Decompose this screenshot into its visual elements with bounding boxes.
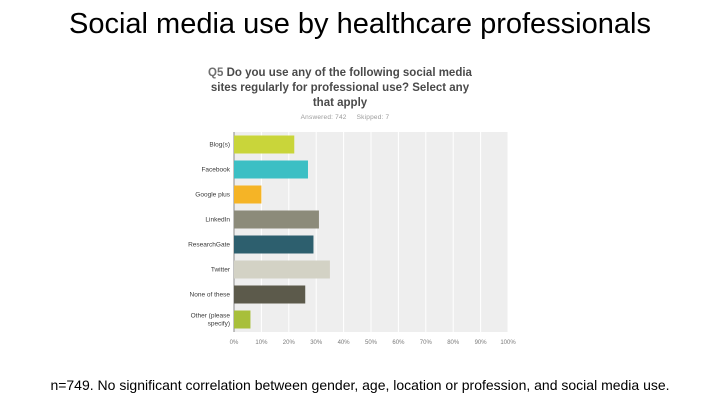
bar [234, 310, 251, 329]
category-label: Twitter [211, 267, 231, 274]
bar [234, 210, 319, 229]
category-label: Google plus [195, 192, 230, 199]
x-tick-label: 30% [310, 340, 323, 346]
bar [234, 185, 262, 204]
response-counts: Answered: 742 Skipped: 7 [250, 114, 440, 121]
x-tick-label: 10% [255, 340, 268, 346]
bar [234, 260, 330, 279]
category-label: None of these [190, 292, 231, 299]
skipped-count: Skipped: 7 [356, 114, 390, 121]
bar [234, 235, 314, 254]
category-label: Blog(s) [209, 142, 230, 149]
x-tick-label: 100% [500, 340, 516, 346]
x-tick-label: 60% [392, 340, 405, 346]
x-tick-label: 80% [447, 340, 460, 346]
category-label: Facebook [201, 167, 230, 174]
category-label: LinkedIn [205, 217, 230, 224]
bar [234, 135, 295, 154]
bar [234, 160, 308, 179]
bar [234, 285, 306, 304]
x-tick-label: 90% [475, 340, 488, 346]
question-text: Do you use any of the following social m… [210, 67, 472, 109]
x-tick-label: 0% [230, 340, 239, 346]
category-label: Other (please specify) [191, 313, 231, 328]
question-title: Q5 Do you use any of the following socia… [200, 66, 480, 111]
x-tick-label: 40% [338, 340, 351, 346]
question-number: Q5 [208, 67, 224, 79]
slide-title: Social media use by healthcare professio… [69, 8, 651, 40]
answered-count: Answered: 742 [300, 114, 347, 121]
footnote: n=749. No significant correlation betwee… [50, 377, 670, 393]
x-tick-label: 20% [283, 340, 296, 346]
category-label: ResearchGate [188, 242, 230, 249]
x-tick-label: 70% [420, 340, 433, 346]
x-tick-label: 50% [365, 340, 378, 346]
